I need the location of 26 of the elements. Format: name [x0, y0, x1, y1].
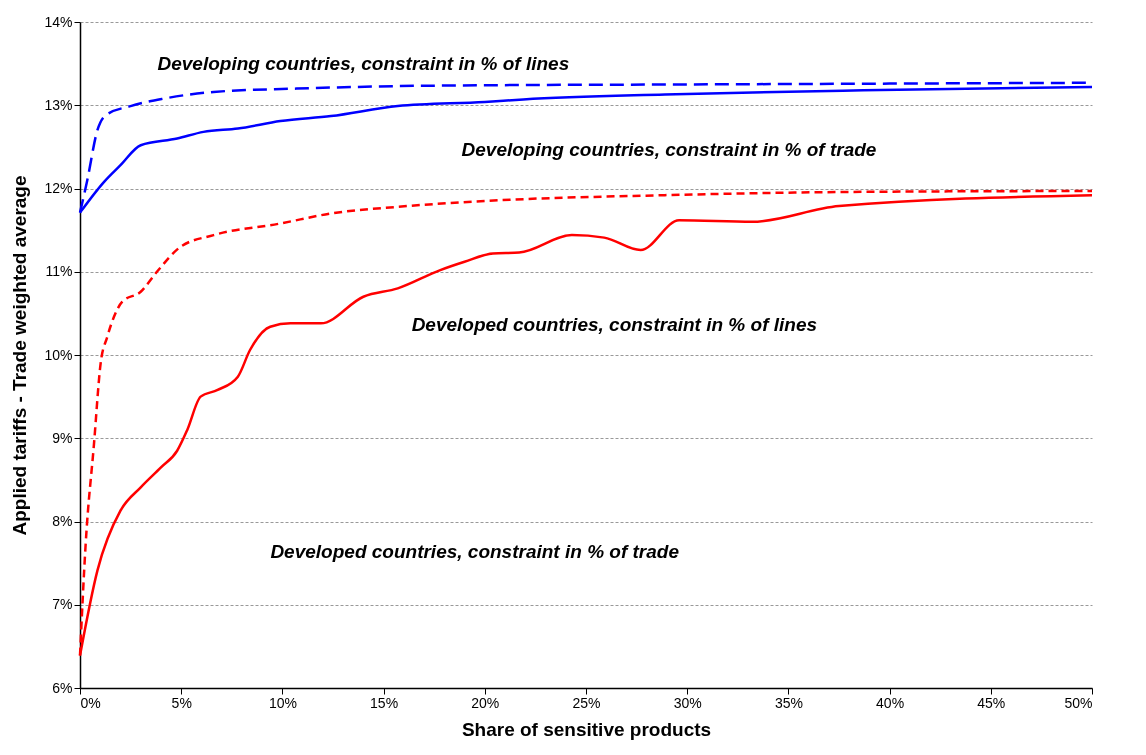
x-tick-label: 50% — [1064, 694, 1093, 711]
y-tick-label: 10% — [44, 346, 73, 363]
annotation: Developing countries, constraint in % of lines — [157, 52, 570, 74]
x-tick-label: 0% — [80, 694, 101, 711]
x-tick-label: 40% — [876, 694, 905, 711]
y-tick-label: 11% — [45, 263, 73, 280]
y-tick-label: 9% — [52, 429, 73, 446]
x-tick-label: 15% — [370, 694, 399, 711]
annotation: Developed countries, constraint in % of trade — [270, 541, 680, 563]
y-tick-label: 12% — [44, 180, 73, 196]
x-tick-label: 20% — [471, 694, 500, 711]
x-tick-label: 25% — [572, 694, 601, 711]
y-tick-label: 14% — [44, 13, 73, 30]
y-tick-label: 8% — [52, 513, 73, 529]
x-tick-label: 30% — [673, 694, 702, 711]
y-tick-label: 6% — [52, 679, 73, 696]
x-axis-title: Share of sensitive products — [461, 718, 712, 740]
annotation: Developed countries, constraint in % of lines — [411, 314, 818, 336]
x-tick-label: 10% — [268, 694, 297, 711]
y-tick-label: 7% — [52, 596, 73, 613]
x-tick-label: 35% — [774, 694, 803, 711]
y-tick-label: 13% — [44, 96, 73, 113]
annotation: Developing countries, constraint in % of trade — [461, 139, 877, 161]
y-axis-title: Applied tariffs - Trade weighted average — [9, 175, 31, 536]
x-tick-label: 45% — [977, 694, 1006, 711]
x-tick-label: 5% — [171, 694, 192, 711]
